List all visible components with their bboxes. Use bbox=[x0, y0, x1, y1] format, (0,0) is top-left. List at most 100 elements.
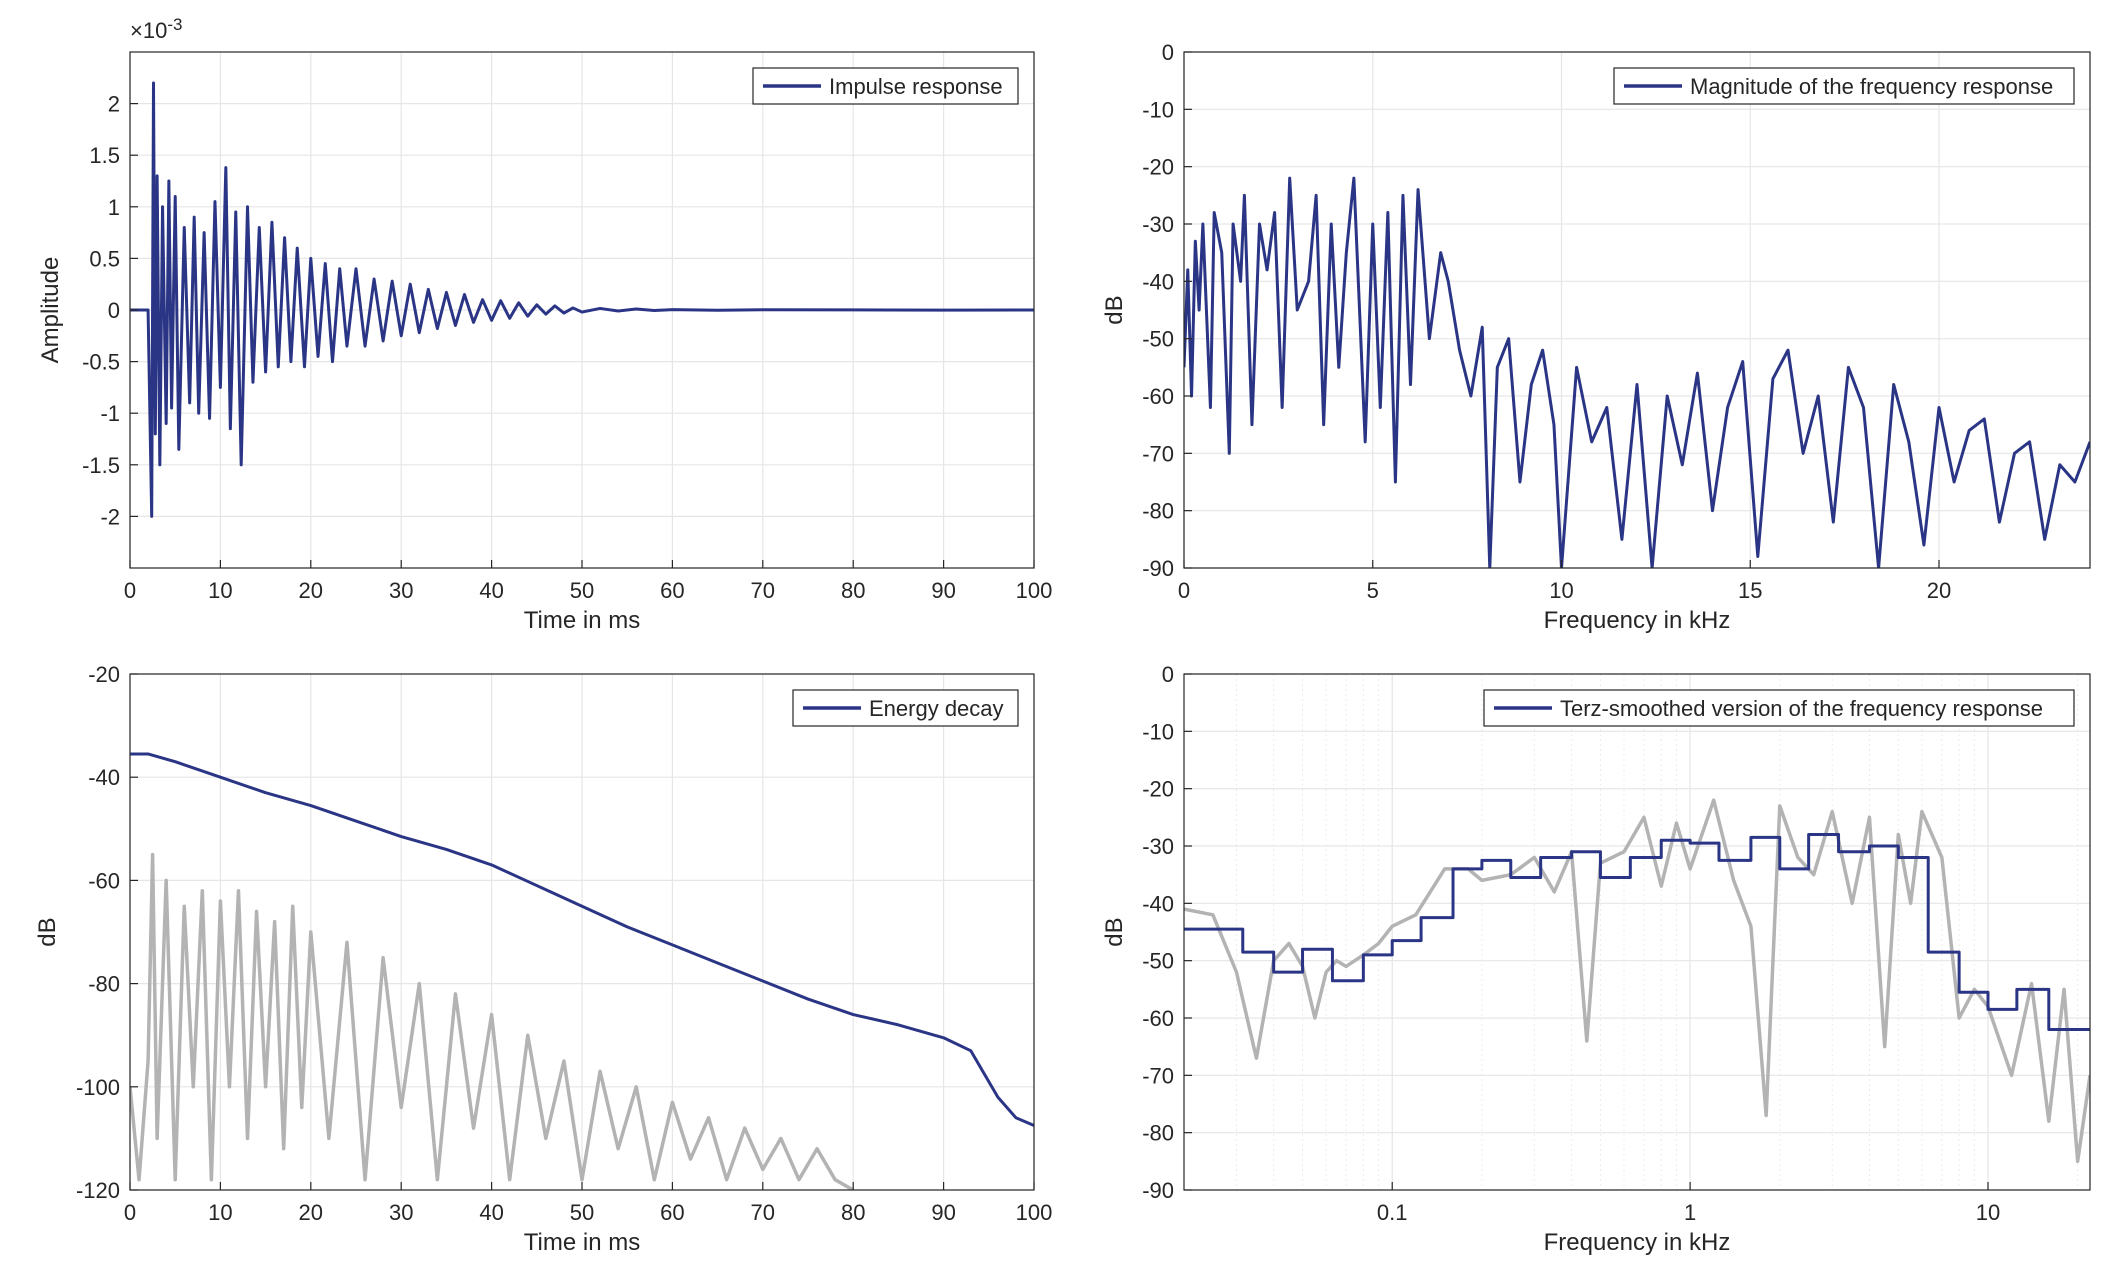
y-tick-label: -20 bbox=[88, 662, 120, 687]
x-tick-label: 0.1 bbox=[1377, 1200, 1408, 1225]
legend-box bbox=[1483, 689, 2075, 727]
y-tick-label: -100 bbox=[76, 1075, 120, 1100]
legend-box bbox=[1613, 67, 2075, 105]
x-tick-label: 60 bbox=[660, 578, 684, 603]
y-tick-label: 2 bbox=[108, 92, 120, 117]
x-tick-label: 10 bbox=[1549, 578, 1573, 603]
x-tick-label: 15 bbox=[1738, 578, 1762, 603]
legend-label: Energy decay bbox=[869, 696, 1004, 721]
y-tick-label: -40 bbox=[1142, 891, 1174, 916]
y-tick-label: -90 bbox=[1142, 1178, 1174, 1203]
y-tick-label: -1.5 bbox=[82, 453, 120, 478]
x-tick-label: 70 bbox=[751, 1200, 775, 1225]
y-tick-label: -50 bbox=[1142, 949, 1174, 974]
y-tick-label: -70 bbox=[1142, 441, 1174, 466]
series-line bbox=[1184, 176, 2090, 568]
series-group bbox=[1184, 176, 2090, 568]
y-tick-label: 1 bbox=[108, 195, 120, 220]
x-tick-label: 40 bbox=[479, 1200, 503, 1225]
y-tick-label: -70 bbox=[1142, 1063, 1174, 1088]
x-tick-label: 20 bbox=[1927, 578, 1951, 603]
y-tick-label: -80 bbox=[1142, 1121, 1174, 1146]
plot-area bbox=[1184, 674, 2090, 1190]
series-line bbox=[130, 752, 1034, 1127]
y-tick-label: -60 bbox=[1142, 384, 1174, 409]
x-tick-label: 80 bbox=[841, 578, 865, 603]
x-tick-label: 90 bbox=[931, 1200, 955, 1225]
x-tick-label: 80 bbox=[841, 1200, 865, 1225]
x-axis-label: Time in ms bbox=[524, 1229, 640, 1256]
y-tick-label: -20 bbox=[1142, 155, 1174, 180]
x-tick-label: 10 bbox=[1976, 1200, 2000, 1225]
y-tick-label: -40 bbox=[1142, 269, 1174, 294]
x-tick-label: 30 bbox=[389, 1200, 413, 1225]
y-tick-label: -50 bbox=[1142, 327, 1174, 352]
x-tick-label: 100 bbox=[1016, 1200, 1053, 1225]
x-axis-label: Time in ms bbox=[524, 607, 640, 634]
y-tick-label: 0 bbox=[1162, 40, 1174, 65]
y-axis-label: dB bbox=[1101, 295, 1128, 324]
series-group bbox=[1184, 798, 2090, 1164]
y-tick-label: -60 bbox=[1142, 1006, 1174, 1031]
impulse-response-chart: 0 10 20 30 40 50 60 70 80 90 100 -2 -1.5 -1 -0.5 0 0.5 1 1… bbox=[37, 15, 1052, 634]
x-tick-label: 50 bbox=[570, 1200, 594, 1225]
y-tick-label: -30 bbox=[1142, 212, 1174, 237]
exponent-label: ×10-3 bbox=[130, 15, 182, 43]
y-tick-label: -80 bbox=[1142, 499, 1174, 524]
legend-label: Terz-smoothed version of the frequency r… bbox=[1560, 696, 2043, 721]
y-axis-label: dB bbox=[1101, 917, 1128, 946]
legend-label: Impulse response bbox=[829, 74, 1003, 99]
x-tick-label: 20 bbox=[299, 578, 323, 603]
legend: Magnitude of the frequency response bbox=[1613, 67, 2075, 105]
x-axis-label: Frequency in kHz bbox=[1544, 607, 1731, 634]
y-tick-label: 1.5 bbox=[89, 143, 120, 168]
series-group bbox=[130, 81, 1034, 518]
background-series-line bbox=[130, 852, 855, 1190]
x-tick-label: 0 bbox=[124, 578, 136, 603]
y-tick-label: -120 bbox=[76, 1178, 120, 1203]
x-tick-label: 30 bbox=[389, 578, 413, 603]
x-tick-label: 50 bbox=[570, 578, 594, 603]
series-line bbox=[130, 81, 1034, 518]
series-line bbox=[1184, 833, 2090, 1031]
x-tick-label: 90 bbox=[931, 578, 955, 603]
y-tick-label: 0 bbox=[1162, 662, 1174, 687]
x-tick-label: 1 bbox=[1684, 1200, 1696, 1225]
legend-label: Magnitude of the frequency response bbox=[1690, 74, 2053, 99]
axes-box bbox=[1183, 51, 2091, 569]
series-group bbox=[130, 752, 1034, 1190]
magnitude-response-chart: 0 5 10 15 20 0 -10 -20 -30 -40 -50 -60 -70 -80 -90 Freq… bbox=[1101, 40, 2091, 634]
y-tick-label: -2 bbox=[100, 504, 120, 529]
x-axis-label: Frequency in kHz bbox=[1544, 1229, 1731, 1256]
y-tick-label: -1 bbox=[100, 401, 120, 426]
terz-smoothed-response-chart: 0.1 1 10 0 -10 -20 -30 -40 -50 -60 -70 -80 -90 Freque… bbox=[1101, 662, 2091, 1256]
grid bbox=[1183, 673, 2090, 1191]
legend: Energy decay bbox=[792, 689, 1019, 727]
y-tick-label: -30 bbox=[1142, 834, 1174, 859]
y-tick-label: 0.5 bbox=[89, 246, 120, 271]
y-tick-label: -40 bbox=[88, 765, 120, 790]
exponent-power: -3 bbox=[167, 15, 182, 34]
legend: Impulse response bbox=[752, 67, 1019, 105]
y-tick-label: -10 bbox=[1142, 97, 1174, 122]
x-tick-label: 10 bbox=[208, 578, 232, 603]
y-tick-label: 0 bbox=[108, 298, 120, 323]
x-tick-label: 10 bbox=[208, 1200, 232, 1225]
x-tick-label: 40 bbox=[479, 578, 503, 603]
legend: Terz-smoothed version of the frequency r… bbox=[1483, 689, 2075, 727]
y-axis-label: Amplitude bbox=[37, 257, 64, 364]
y-tick-label: -90 bbox=[1142, 556, 1174, 581]
x-tick-label: 20 bbox=[299, 1200, 323, 1225]
y-tick-label: -80 bbox=[88, 972, 120, 997]
x-tick-label: 5 bbox=[1367, 578, 1379, 603]
x-tick-label: 0 bbox=[1178, 578, 1190, 603]
x-tick-label: 0 bbox=[124, 1200, 136, 1225]
x-tick-label: 100 bbox=[1016, 578, 1053, 603]
y-axis-label: dB bbox=[34, 917, 61, 946]
axes-box bbox=[1183, 673, 2091, 1191]
y-tick-label: -10 bbox=[1142, 719, 1174, 744]
x-tick-label: 60 bbox=[660, 1200, 684, 1225]
y-tick-label: -0.5 bbox=[82, 350, 120, 375]
y-tick-label: -20 bbox=[1142, 777, 1174, 802]
